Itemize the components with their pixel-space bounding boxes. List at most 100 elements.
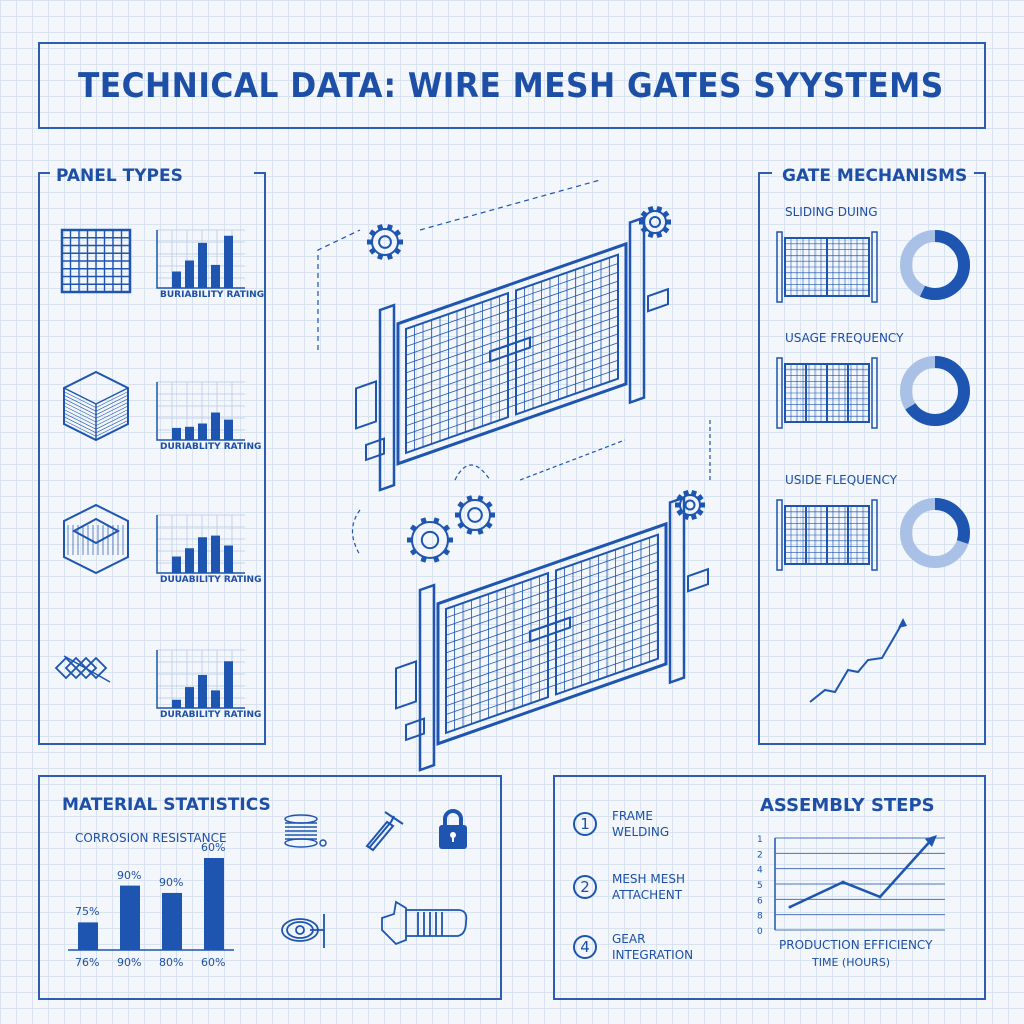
assembly-steps-heading: ASSEMBLY STEPS	[760, 795, 935, 816]
data-point	[841, 880, 845, 884]
step-number-badge: 1	[573, 812, 597, 836]
durability-bar-chart	[156, 514, 245, 574]
gear-icon	[639, 206, 671, 238]
step-label: MESH MESH ATTACHENT	[612, 872, 685, 902]
durability-label: BURIABILITY RATING	[160, 290, 265, 300]
corrosion-bar	[78, 922, 98, 950]
assembly-chart-xlabel-2: TIME (HOURS)	[812, 956, 891, 969]
corrosion-bar	[162, 892, 182, 950]
usage-donut-chart	[900, 498, 970, 568]
washer-icon	[281, 914, 325, 948]
durability-bar	[224, 545, 233, 573]
title-box	[38, 42, 986, 129]
bolt-icon	[381, 900, 468, 946]
durability-bar	[211, 412, 220, 440]
y-tick-label: 5	[757, 881, 763, 891]
flat-grid-panel-icon	[60, 228, 132, 294]
material-statistics-box	[38, 775, 502, 1000]
gate-panel-icon	[776, 499, 878, 571]
assembly-steps-box	[553, 775, 986, 1000]
corrosion-bar	[120, 885, 140, 950]
gear-icon	[367, 224, 403, 260]
gate-panel-icon	[776, 231, 878, 303]
corrosion-bar-chart	[68, 858, 234, 951]
durability-bar	[172, 271, 181, 288]
gate-illustration-top	[317, 179, 671, 492]
durability-bar	[224, 235, 233, 288]
arrow-head	[925, 835, 937, 847]
y-tick-label: 2	[757, 850, 763, 860]
mechanism-label: USAGE FREQUENCY	[785, 331, 904, 345]
y-tick-label: 6	[757, 896, 763, 906]
bar-category-label: 60%	[201, 956, 226, 969]
durability-bar	[185, 426, 194, 440]
y-tick-label: 8	[757, 912, 763, 922]
durability-bar	[211, 690, 220, 708]
corrosion-chart-title: CORROSION RESISTANCE	[75, 831, 227, 845]
durability-bar	[172, 427, 181, 440]
durability-bar	[224, 419, 233, 440]
data-point	[788, 905, 792, 909]
durability-bar	[198, 537, 207, 573]
production-efficiency-chart: 1 2 4 5 6 8 0	[757, 835, 945, 937]
step-number-badge: 2	[573, 875, 597, 899]
durability-bar	[172, 556, 181, 573]
step-label: FRAME WELDING	[612, 809, 670, 839]
durability-bar-chart	[156, 229, 245, 289]
panel-types-box	[38, 172, 266, 745]
efficiency-line	[789, 837, 934, 909]
padlock-icon	[439, 809, 467, 849]
step-number-badge: 4	[573, 935, 597, 959]
wire-spool-icon	[284, 814, 327, 848]
trend-arrow-icon	[809, 618, 907, 703]
durability-bar-chart	[156, 649, 245, 709]
bar-category-label: 80%	[159, 956, 184, 969]
durability-bar	[224, 661, 233, 708]
gear-icon	[675, 489, 705, 521]
gear-icon	[407, 517, 453, 563]
bar-category-label: 90%	[117, 956, 142, 969]
durability-label: DUUABILITY RATING	[160, 575, 262, 585]
durability-bar	[185, 687, 194, 708]
corrosion-bar	[204, 858, 224, 950]
bar-top-label: 75%	[75, 905, 100, 919]
y-tick-label: 0	[757, 927, 763, 937]
bar-category-label: 76%	[75, 956, 100, 969]
donut-dark-segment	[900, 498, 970, 568]
durability-bar	[198, 675, 207, 708]
durability-bar	[198, 242, 207, 288]
cube-mesh-panel-icon	[63, 370, 129, 442]
durability-bar	[185, 548, 194, 573]
usage-donut-chart	[900, 230, 970, 300]
donut-dark-segment	[900, 230, 970, 300]
durability-bar-chart	[156, 381, 245, 441]
bar-top-label: 90%	[159, 875, 184, 889]
data-point	[878, 895, 882, 899]
welding-torch-icon	[365, 811, 404, 852]
durability-label: DURABILITY RATING	[160, 710, 262, 720]
chain-link-panel-icon	[54, 655, 111, 683]
mechanism-label: SLIDING DUING	[785, 205, 878, 219]
usage-donut-chart	[900, 356, 970, 426]
bar-top-label: 60%	[201, 841, 226, 854]
panel-types-heading: PANEL TYPES	[56, 166, 183, 186]
durability-label: DURIABLITY RATING	[160, 442, 262, 452]
gate-mechanisms-heading: GATE MECHANISMS	[782, 166, 968, 186]
page-title: TECHNICAL DATA: WIRE MESH GATES SYYSTEMS	[78, 66, 944, 106]
assembly-chart-xlabel: PRODUCTION EFFICIENCY	[779, 938, 933, 952]
gate-mechanisms-box	[758, 172, 986, 745]
donut-dark-segment	[900, 356, 970, 426]
y-tick-label: 4	[757, 866, 763, 876]
durability-bar	[185, 260, 194, 288]
y-tick-label: 1	[757, 835, 763, 845]
bar-top-label: 90%	[117, 868, 142, 882]
durability-bar	[211, 264, 220, 288]
durability-bar	[198, 423, 207, 440]
durability-bar	[172, 699, 181, 708]
gate-illustration-bottom	[351, 420, 711, 772]
material-statistics-heading: MATERIAL STATISTICS	[62, 795, 271, 815]
mechanism-label: USIDE FLEQUENCY	[785, 473, 898, 487]
hexagon-frame-panel-icon	[63, 503, 129, 575]
step-label: GEAR INTEGRATION	[612, 932, 694, 962]
gate-panel-icon	[776, 357, 878, 429]
